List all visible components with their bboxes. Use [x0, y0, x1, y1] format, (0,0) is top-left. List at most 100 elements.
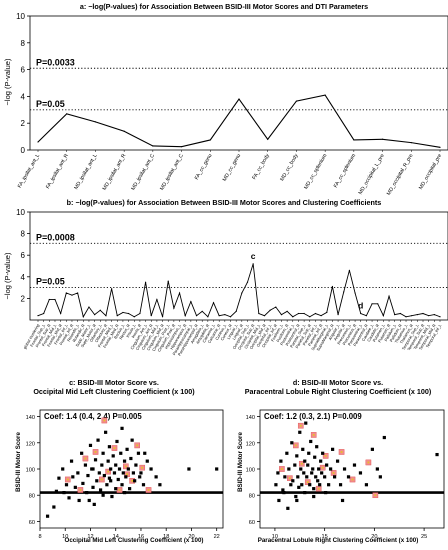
y-tick-label: 0 — [21, 146, 26, 155]
data-point — [358, 471, 363, 475]
y-tick-label: 10 — [16, 12, 25, 21]
data-point — [122, 459, 127, 463]
data-point — [111, 454, 115, 458]
data-point — [64, 483, 69, 487]
data-point — [319, 459, 323, 463]
data-point — [138, 475, 142, 479]
data-point — [285, 451, 289, 455]
data-point — [139, 312, 141, 315]
data-point — [66, 113, 68, 115]
x-tick-label: MD_ipsilat_ant_R — [102, 153, 128, 192]
highlighted-point-core — [294, 444, 297, 447]
data-point — [375, 467, 379, 471]
data-point — [62, 491, 66, 495]
x-tick-label: 10 — [62, 534, 68, 540]
highlighted-point-core — [94, 451, 97, 453]
point-annotation: c — [251, 251, 256, 261]
y-tick-label: 80 — [249, 494, 255, 500]
highlighted-point-core — [288, 477, 291, 480]
data-point — [154, 475, 158, 479]
data-point — [286, 506, 290, 510]
point-annotation: d — [358, 301, 363, 311]
data-point — [37, 141, 39, 143]
data-point — [279, 459, 283, 463]
data-point — [173, 307, 175, 309]
data-point — [297, 312, 300, 315]
data-point — [382, 315, 384, 317]
data-point — [117, 467, 122, 471]
highlighted-point-core — [66, 478, 69, 481]
y-tick-label: 140 — [26, 415, 35, 421]
data-point — [76, 471, 80, 475]
y-tick-label: 6 — [21, 66, 26, 75]
data-point — [238, 98, 240, 100]
data-point — [269, 309, 271, 311]
highlighted-point-core — [374, 494, 377, 497]
data-point — [37, 315, 39, 317]
data-point — [307, 451, 311, 455]
highlighted-point-core — [321, 466, 324, 469]
data-point — [365, 315, 367, 317]
data-point — [303, 491, 307, 495]
data-point — [91, 485, 95, 489]
data-point — [308, 483, 312, 487]
x-tick-label: 16 — [138, 534, 144, 540]
data-point — [156, 298, 158, 301]
data-point — [60, 312, 62, 315]
data-point — [281, 488, 285, 492]
chart-c-x-label: Occipital Mid Left Clustering Coefficien… — [65, 537, 204, 544]
data-point — [298, 430, 302, 434]
data-point — [99, 309, 101, 311]
data-point — [382, 435, 386, 440]
data-point — [119, 451, 123, 455]
data-point — [93, 458, 98, 462]
data-point — [241, 292, 243, 294]
data-point — [207, 316, 209, 318]
data-point — [343, 291, 345, 293]
data-point — [388, 295, 390, 297]
y-tick-label: 60 — [249, 520, 255, 526]
data-point — [106, 459, 110, 463]
data-point — [290, 441, 294, 445]
data-point — [332, 475, 337, 479]
x-tick-label: 18 — [163, 534, 169, 540]
x-tick-label: FA_cc_splenium — [333, 153, 357, 189]
highlighted-point-core — [100, 478, 103, 481]
data-point — [152, 145, 154, 147]
data-point — [316, 479, 320, 483]
data-point — [145, 459, 149, 463]
data-point — [422, 312, 424, 315]
x-tick-label: 22 — [214, 534, 220, 540]
data-point — [129, 456, 133, 461]
reference-line-label: P=0.05 — [36, 277, 65, 287]
data-point — [258, 312, 260, 315]
chart-a-y-label: −log (P-value) — [3, 58, 12, 105]
data-point — [411, 315, 413, 317]
data-point — [144, 281, 147, 283]
data-point — [282, 491, 286, 495]
data-point — [114, 463, 118, 467]
data-point — [335, 459, 340, 463]
highlighted-point-core — [118, 489, 121, 491]
x-tick-label: 12 — [87, 534, 93, 540]
data-point — [324, 491, 328, 495]
data-point — [348, 269, 351, 271]
data-point — [292, 316, 294, 318]
data-point — [167, 280, 169, 282]
data-point — [109, 479, 113, 483]
data-point — [300, 483, 304, 487]
x-tick-label: MD_occipital_R_pre — [386, 153, 415, 197]
data-point — [370, 447, 374, 451]
data-point — [94, 121, 97, 123]
data-point — [101, 451, 105, 455]
data-point — [276, 471, 280, 475]
data-point — [112, 471, 117, 475]
data-point — [428, 315, 430, 317]
data-point — [54, 298, 56, 301]
data-point — [309, 439, 313, 444]
data-point — [340, 498, 345, 503]
data-point — [342, 467, 347, 471]
data-point — [195, 315, 198, 317]
data-point — [77, 292, 79, 294]
